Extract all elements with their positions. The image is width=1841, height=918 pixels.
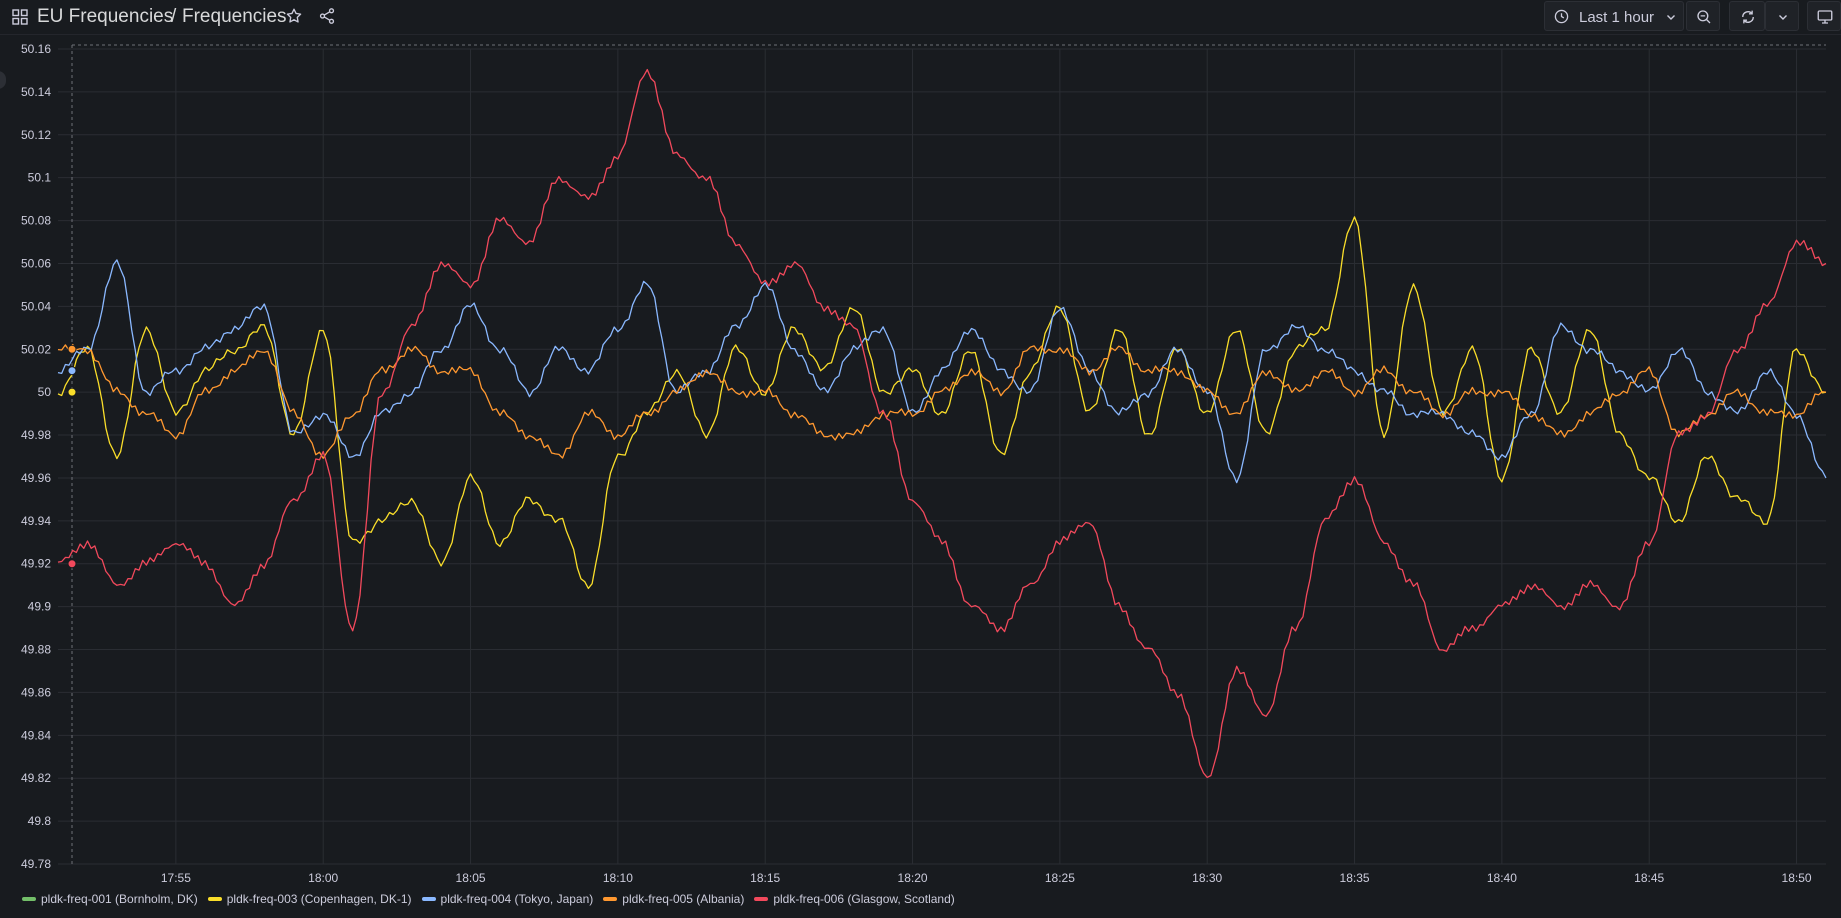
refresh-interval-dropdown[interactable] bbox=[1765, 1, 1799, 31]
x-tick-label: 18:15 bbox=[750, 871, 780, 883]
y-tick-label: 50.16 bbox=[21, 42, 51, 56]
y-tick-label: 49.9 bbox=[28, 600, 52, 614]
series-hover-point bbox=[67, 366, 77, 376]
y-tick-label: 49.96 bbox=[21, 471, 51, 485]
y-tick-label: 50.12 bbox=[21, 128, 51, 142]
legend-swatch bbox=[754, 897, 769, 901]
y-tick-label: 49.98 bbox=[21, 428, 51, 442]
tv-mode-button[interactable] bbox=[1807, 1, 1841, 31]
x-tick-label: 18:25 bbox=[1045, 871, 1075, 883]
y-tick-label: 50.08 bbox=[21, 214, 51, 228]
x-tick-label: 17:55 bbox=[161, 871, 191, 883]
legend-label: pldk-freq-006 (Glasgow, Scotland) bbox=[773, 892, 955, 906]
timeseries-panel: 50.16 50.14 50.12 50.1 50.08 50.06 50.04 50.02 5… bbox=[0, 35, 1841, 918]
x-tick-label: 18:45 bbox=[1634, 871, 1664, 883]
chevron-down-icon bbox=[1667, 15, 1675, 20]
legend-label: pldk-freq-001 (Bornholm, DK) bbox=[41, 892, 198, 906]
top-bar: EU Frequencies / Frequencies Last 1 hour bbox=[0, 0, 1841, 35]
y-tick-label: 50.04 bbox=[21, 299, 51, 313]
chart-legend: pldk-freq-001 (Bornholm, DK) pldk-freq-00… bbox=[22, 886, 955, 912]
zoom-out-icon bbox=[1697, 10, 1711, 24]
legend-swatch bbox=[207, 897, 222, 901]
x-tick-label: 18:40 bbox=[1487, 871, 1517, 883]
series-line bbox=[57, 68, 1827, 779]
y-tick-label: 49.88 bbox=[21, 643, 51, 657]
x-tick-label: 18:30 bbox=[1192, 871, 1222, 883]
legend-item[interactable]: pldk-freq-003 (Copenhagen, DK-1) bbox=[207, 892, 412, 906]
x-tick-label: 18:20 bbox=[898, 871, 928, 883]
y-tick-label: 49.86 bbox=[21, 685, 51, 699]
x-tick-label: 18:35 bbox=[1340, 871, 1370, 883]
x-tick-label: 18:05 bbox=[456, 871, 486, 883]
series-hover-point bbox=[67, 559, 77, 569]
dashboard-title[interactable]: Frequencies bbox=[182, 6, 287, 27]
y-tick-label: 50.1 bbox=[28, 171, 52, 185]
share-icon[interactable] bbox=[318, 7, 336, 25]
legend-item[interactable]: pldk-freq-001 (Bornholm, DK) bbox=[22, 892, 198, 906]
series-hover-point bbox=[67, 387, 77, 397]
breadcrumb-separator: / bbox=[171, 6, 177, 27]
time-range-picker[interactable]: Last 1 hour bbox=[1544, 1, 1684, 31]
sidebar-toggle[interactable] bbox=[0, 71, 6, 89]
legend-swatch bbox=[421, 897, 436, 901]
y-tick-label: 49.94 bbox=[21, 514, 51, 528]
breadcrumb-folder[interactable]: EU Frequencies bbox=[37, 6, 174, 27]
chevron-down-icon bbox=[1779, 15, 1787, 20]
series-hover-point bbox=[67, 344, 77, 354]
x-tick-label: 18:50 bbox=[1782, 871, 1812, 883]
y-tick-label: 49.78 bbox=[21, 857, 51, 871]
monitor-icon bbox=[1817, 10, 1833, 24]
legend-swatch bbox=[22, 897, 36, 901]
legend-swatch bbox=[603, 897, 618, 901]
y-tick-label: 49.92 bbox=[21, 557, 51, 571]
y-tick-label: 49.82 bbox=[21, 771, 51, 785]
x-tick-label: 18:10 bbox=[603, 871, 633, 883]
y-tick-label: 49.8 bbox=[28, 814, 52, 828]
star-icon[interactable] bbox=[285, 7, 303, 25]
y-tick-label: 50.02 bbox=[21, 342, 51, 356]
x-tick-label: 18:00 bbox=[308, 871, 338, 883]
legend-item[interactable]: pldk-freq-005 (Albania) bbox=[603, 892, 744, 906]
series-line bbox=[57, 216, 1827, 590]
series-line bbox=[57, 259, 1827, 484]
legend-label: pldk-freq-005 (Albania) bbox=[622, 892, 745, 906]
legend-item[interactable]: pldk-freq-004 (Tokyo, Japan) bbox=[421, 892, 594, 906]
y-tick-label: 50.14 bbox=[21, 85, 51, 99]
y-tick-label: 50.06 bbox=[21, 256, 51, 270]
legend-label: pldk-freq-003 (Copenhagen, DK-1) bbox=[226, 892, 412, 906]
time-range-label: Last 1 hour bbox=[1579, 9, 1655, 26]
frequency-chart[interactable]: 50.16 50.14 50.12 50.1 50.08 50.06 50.04 50.02 5… bbox=[0, 35, 1841, 883]
refresh-icon bbox=[1742, 10, 1754, 24]
y-tick-label: 50 bbox=[38, 385, 52, 399]
clock-icon bbox=[1554, 9, 1569, 24]
refresh-button[interactable] bbox=[1729, 1, 1765, 31]
y-tick-label: 49.84 bbox=[21, 728, 51, 742]
grid-icon[interactable] bbox=[12, 9, 28, 25]
legend-item[interactable]: pldk-freq-006 (Glasgow, Scotland) bbox=[754, 892, 955, 906]
series-line bbox=[57, 343, 1827, 459]
zoom-out-button[interactable] bbox=[1686, 1, 1720, 31]
legend-label: pldk-freq-004 (Tokyo, Japan) bbox=[440, 892, 594, 906]
